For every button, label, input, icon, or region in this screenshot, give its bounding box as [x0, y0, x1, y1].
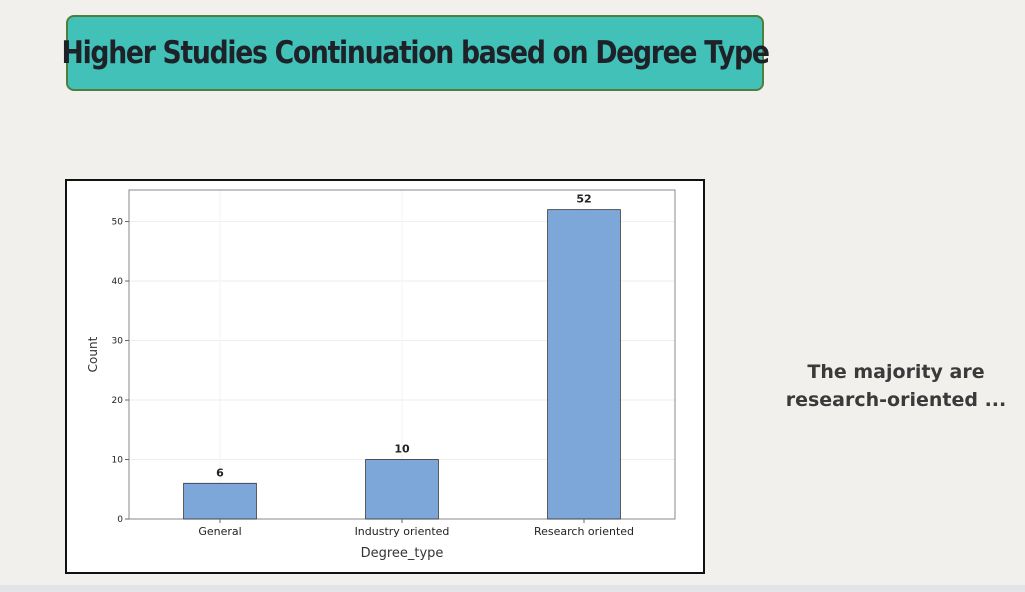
y-tick-label: 30 [112, 337, 124, 347]
y-tick-label: 10 [112, 456, 124, 466]
data-label: 52 [576, 193, 591, 206]
grid-layer [129, 190, 675, 519]
insight-line-2: research-oriented ... [785, 389, 1007, 411]
bottom-strip [0, 585, 1025, 592]
insight-note: The majority are research-oriented ... [780, 358, 1012, 414]
y-tick-label: 0 [117, 515, 123, 525]
y-tick-label: 50 [112, 218, 124, 228]
y-tick-label: 20 [112, 396, 124, 406]
x-tick-label: General [198, 525, 241, 538]
bar-general [183, 482, 257, 520]
y-axis-title: Count [86, 336, 100, 372]
title-banner: Higher Studies Continuation based on Deg… [61, 15, 770, 91]
bars-layer: 6 10 52 [183, 193, 621, 520]
data-label: 10 [394, 443, 410, 456]
bar-industry-oriented [365, 459, 439, 520]
bar-research-oriented [547, 209, 621, 520]
x-tick-label: Industry oriented [355, 525, 450, 538]
bar-chart: 6 10 52 0 10 20 30 40 50 General Industry oriente… [86, 189, 676, 561]
page-title: Higher Studies Continuation based on Deg… [61, 35, 769, 71]
axis-layer: 0 10 20 30 40 50 General Industry oriented Resea… [112, 218, 634, 538]
x-axis-title: Degree_type [361, 546, 444, 561]
y-tick-label: 40 [112, 277, 124, 287]
insight-line-1: The majority are [807, 361, 985, 383]
x-tick-label: Research oriented [534, 525, 634, 538]
chart-frame: 6 10 52 0 10 20 30 40 50 General Industry oriente… [65, 179, 705, 574]
data-label: 6 [216, 466, 224, 479]
